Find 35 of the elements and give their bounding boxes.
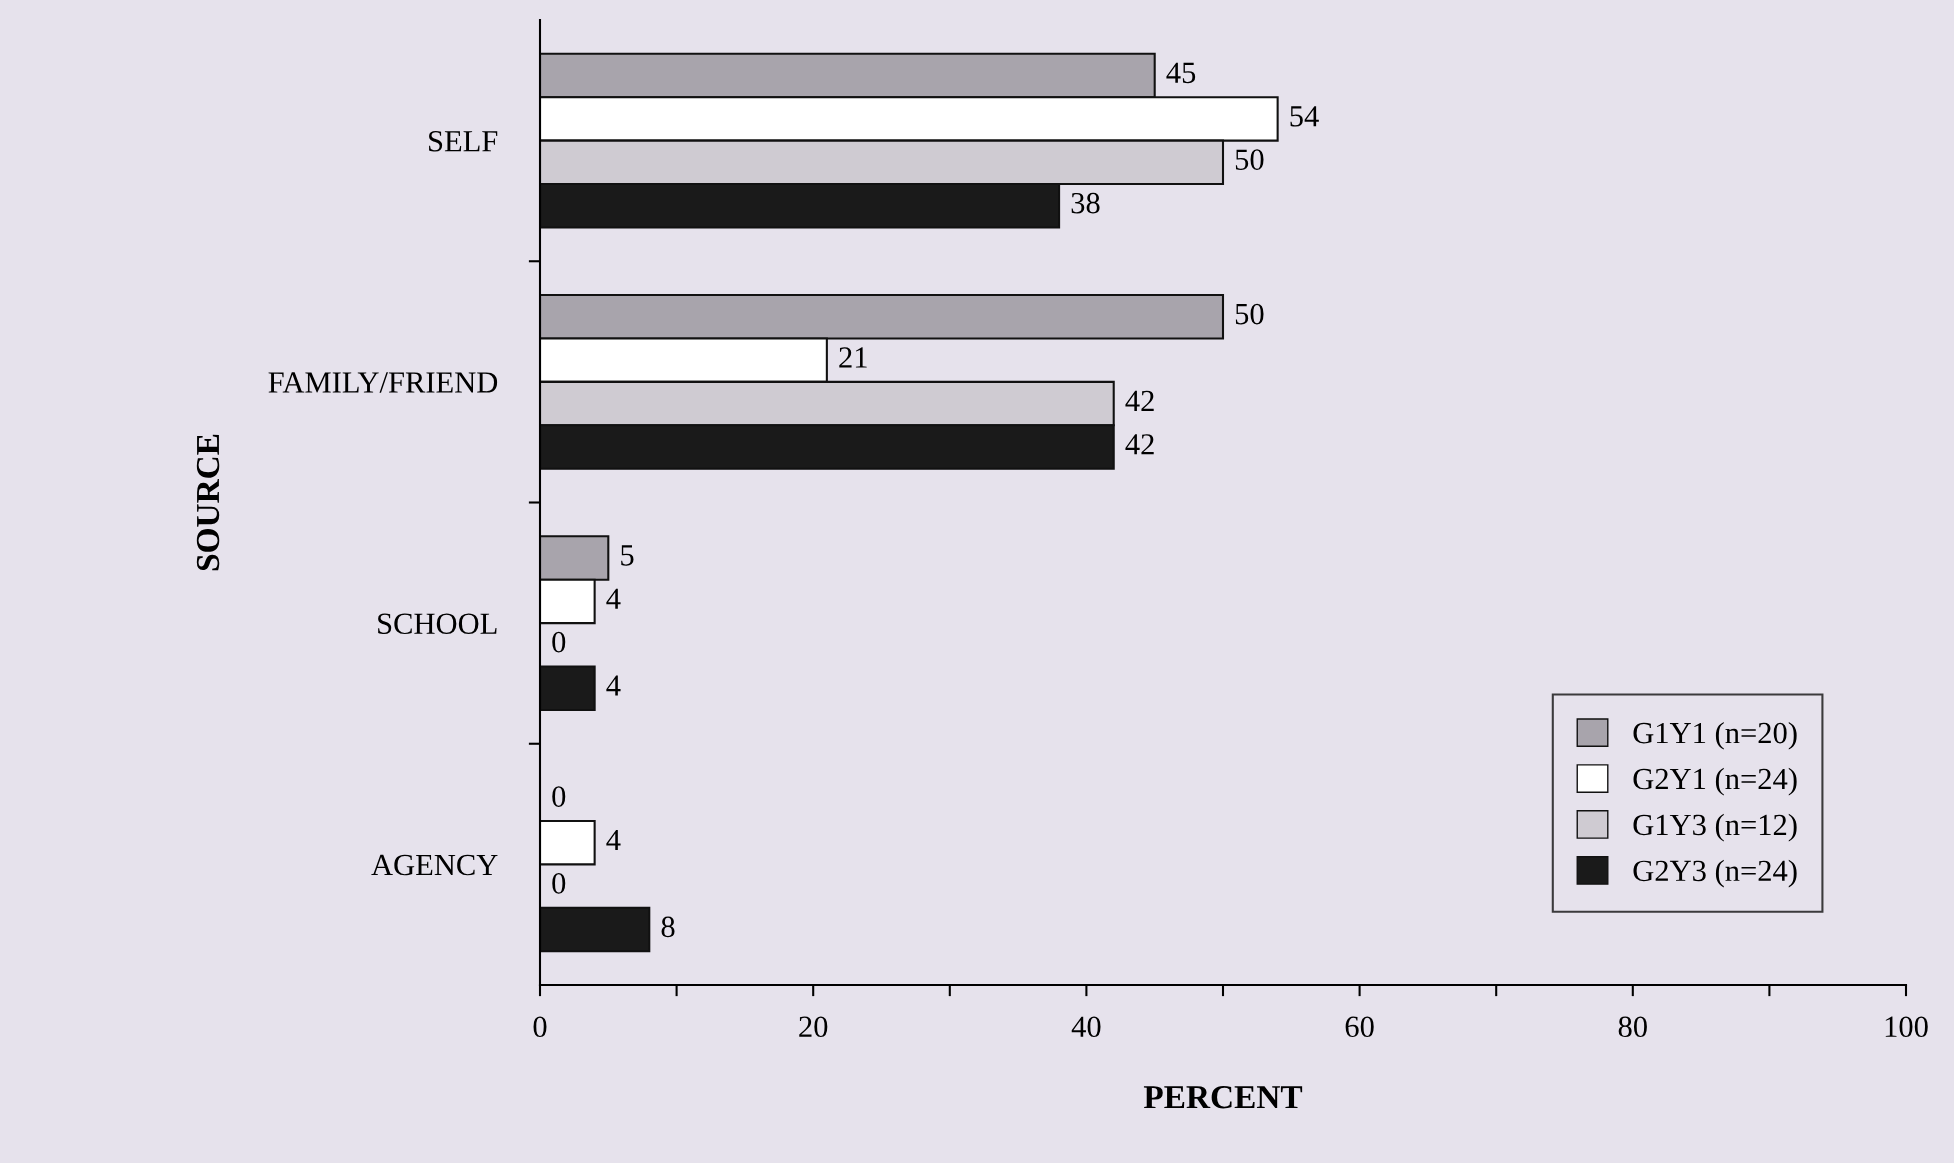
- x-tick-label: 20: [799, 1016, 828, 1038]
- data-label: 45: [1166, 62, 1196, 84]
- data-label: 42: [1125, 390, 1154, 411]
- data-label: 42: [1125, 434, 1154, 455]
- data-label: 4: [606, 829, 621, 851]
- legend-label: G1Y1 (n=20): [1633, 721, 1797, 750]
- data-label: 21: [839, 347, 867, 368]
- y-tick-label: AGENCY: [371, 854, 498, 876]
- bar: [540, 819, 596, 866]
- x-tick-label: 60: [1345, 1016, 1374, 1038]
- data-label: 5: [621, 545, 634, 566]
- y-tick-label: SELF: [429, 130, 498, 152]
- data-label: 0: [552, 786, 566, 807]
- y-axis-title: SOURCE: [196, 434, 220, 571]
- y-tick-label: SCHOOL: [378, 613, 497, 635]
- y-tick-label: FAMILY/FRIEND: [268, 372, 498, 393]
- data-label: 0: [552, 873, 566, 894]
- data-label: 38: [1071, 192, 1100, 214]
- legend-label: G2Y1 (n=24): [1633, 767, 1797, 796]
- data-label: 0: [552, 631, 566, 653]
- bar: [540, 906, 651, 953]
- legend-label: G1Y3 (n=12): [1633, 813, 1797, 842]
- data-label: 50: [1235, 149, 1264, 170]
- x-tick-label: 100: [1885, 1016, 1928, 1038]
- data-label: 54: [1290, 106, 1319, 127]
- x-tick-label: 0: [533, 1016, 547, 1038]
- data-label: 50: [1235, 303, 1264, 325]
- bar: [540, 665, 596, 712]
- data-label: 8: [661, 916, 675, 938]
- x-tick-label: 40: [1071, 1016, 1101, 1038]
- x-axis-title: PERCENT: [1143, 1085, 1303, 1109]
- data-label: 4: [606, 588, 621, 609]
- data-label: 4: [606, 675, 621, 696]
- x-tick-label: 80: [1618, 1016, 1647, 1038]
- legend-label: G2Y3 (n=24): [1633, 859, 1797, 888]
